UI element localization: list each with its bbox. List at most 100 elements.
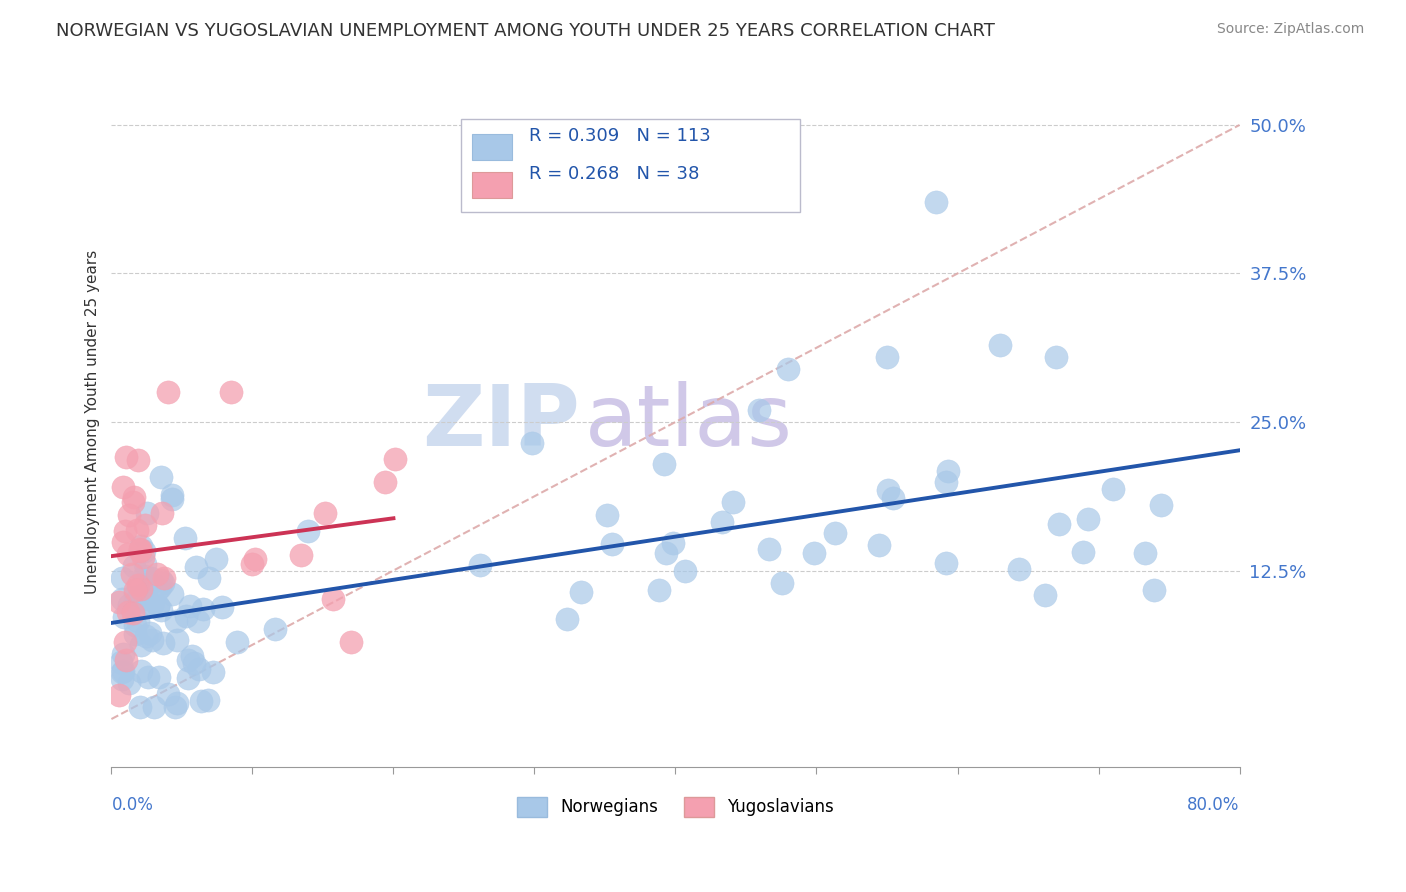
Point (876, 350, 898, 364)
Point (149, 581, 172, 595)
Text: 0.0%: 0.0% (111, 797, 153, 814)
Point (152, 636, 174, 650)
Point (1045, 350, 1067, 364)
Point (925, 195, 948, 210)
Point (135, 629, 157, 643)
Point (1033, 588, 1056, 602)
FancyBboxPatch shape (472, 171, 512, 198)
Point (152, 506, 174, 520)
Point (117, 547, 139, 561)
Point (149, 603, 172, 617)
Point (135, 580, 157, 594)
Point (111, 665, 134, 680)
Point (290, 549, 312, 563)
Point (127, 577, 149, 591)
Point (219, 385, 242, 400)
Point (122, 494, 145, 508)
Point (1135, 546, 1157, 560)
Point (748, 403, 770, 417)
Point (600, 537, 623, 551)
Point (122, 559, 145, 574)
Point (131, 664, 153, 678)
Point (112, 609, 135, 624)
Point (988, 338, 1011, 352)
Point (145, 567, 167, 582)
Point (156, 385, 179, 400)
Point (128, 589, 150, 603)
Point (225, 635, 247, 649)
Point (1143, 582, 1166, 597)
Point (118, 676, 141, 690)
Point (1077, 512, 1099, 526)
Point (935, 475, 957, 489)
Point (721, 495, 744, 509)
Point (134, 557, 156, 571)
Point (111, 672, 134, 686)
Point (176, 652, 198, 666)
Point (263, 622, 285, 636)
Point (124, 582, 146, 597)
Point (111, 571, 134, 585)
Point (121, 566, 143, 581)
Point (654, 457, 676, 471)
Point (569, 585, 592, 599)
Point (177, 671, 200, 685)
Point (122, 607, 145, 621)
Point (110, 656, 132, 670)
Point (136, 574, 159, 588)
Point (778, 361, 800, 376)
Point (1008, 562, 1031, 576)
Point (148, 582, 170, 596)
Point (655, 546, 678, 560)
Point (824, 526, 846, 541)
Point (118, 508, 141, 522)
Point (129, 700, 152, 714)
Point (149, 470, 172, 484)
Point (111, 480, 134, 494)
Point (128, 542, 150, 557)
Point (152, 571, 174, 585)
Point (136, 670, 159, 684)
Point (111, 535, 134, 549)
Point (132, 569, 155, 583)
Point (114, 524, 136, 538)
Point (141, 597, 163, 611)
Text: atlas: atlas (585, 381, 793, 464)
Point (198, 571, 221, 585)
Point (114, 635, 136, 649)
Text: 80.0%: 80.0% (1187, 797, 1240, 814)
Point (166, 697, 188, 711)
Point (129, 585, 152, 599)
Point (124, 596, 146, 610)
Point (191, 602, 214, 616)
Legend: Norwegians, Yugoslavians: Norwegians, Yugoslavians (510, 790, 841, 823)
Point (876, 483, 898, 497)
Point (124, 587, 146, 601)
Text: R = 0.268   N = 38: R = 0.268 N = 38 (529, 165, 699, 183)
Point (165, 614, 187, 628)
Point (197, 693, 219, 707)
Text: NORWEGIAN VS YUGOSLAVIAN UNEMPLOYMENT AMONG YOUTH UNDER 25 YEARS CORRELATION CHA: NORWEGIAN VS YUGOSLAVIAN UNEMPLOYMENT AM… (56, 22, 995, 40)
Point (1071, 545, 1094, 559)
FancyBboxPatch shape (461, 119, 800, 211)
Point (124, 618, 146, 632)
Point (243, 551, 266, 566)
Point (242, 557, 264, 571)
Point (129, 544, 152, 558)
Y-axis label: Unemployment Among Youth under 25 years: Unemployment Among Youth under 25 years (86, 250, 100, 594)
Point (673, 564, 696, 578)
Point (190, 694, 212, 708)
Point (148, 599, 170, 614)
Point (205, 551, 228, 566)
Point (1047, 516, 1070, 531)
Point (758, 541, 780, 556)
Point (936, 464, 959, 478)
Point (160, 488, 183, 502)
Point (187, 662, 209, 676)
Point (179, 599, 201, 613)
Point (117, 605, 139, 619)
Text: ZIP: ZIP (422, 381, 579, 464)
Point (181, 648, 204, 663)
Point (127, 524, 149, 538)
Point (127, 453, 149, 467)
